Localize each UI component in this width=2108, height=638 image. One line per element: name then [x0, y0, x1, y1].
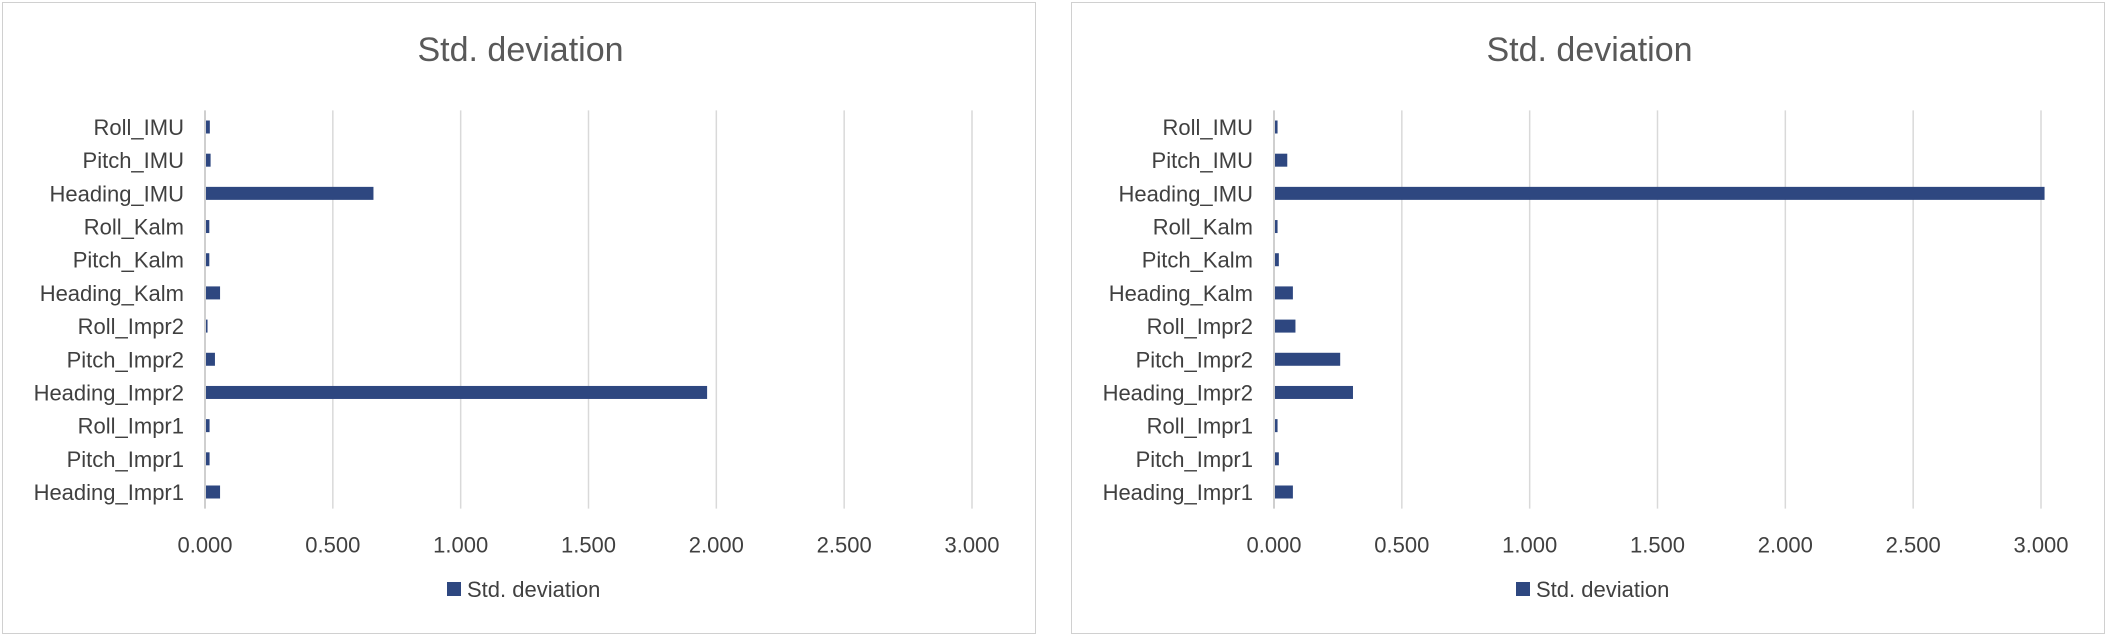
category-label: Pitch_Impr2: [67, 347, 184, 372]
x-tick-label: 2.500: [1886, 533, 1941, 558]
chart-title: Std. deviation: [417, 31, 623, 69]
category-label: Heading_IMU: [1118, 181, 1253, 206]
category-label: Pitch_Kalm: [73, 248, 184, 273]
legend-swatch: [447, 582, 461, 596]
bar: [1275, 186, 2045, 200]
x-tick-label: 1.000: [433, 533, 488, 558]
bar: [206, 385, 708, 399]
bar: [206, 153, 211, 167]
x-tick-label: 0.500: [1374, 533, 1429, 558]
bar: [1275, 153, 1288, 167]
category-label: Pitch_Kalm: [1142, 248, 1253, 273]
category-label: Roll_Kalm: [84, 215, 184, 240]
bar-chart-right: Std. deviation 0.000 0.500 1.000 1.500 2.000 2…: [1103, 31, 2069, 602]
category-label: Pitch_IMU: [1152, 148, 1253, 173]
bar: [1275, 419, 1278, 433]
legend-swatch: [1516, 582, 1530, 596]
bar: [206, 253, 210, 267]
category-label: Pitch_IMU: [83, 148, 184, 173]
bar: [1275, 452, 1279, 466]
bar: [206, 186, 374, 200]
bar-chart-left: Std. deviation 0.000 0.500 1.000 1.500 2.000 2…: [34, 31, 1000, 602]
category-label: Roll_Impr2: [78, 314, 184, 339]
x-tick-label: 0.500: [305, 533, 360, 558]
bar: [206, 120, 210, 134]
x-tick-label: 3.000: [944, 533, 999, 558]
category-label: Roll_Kalm: [1153, 215, 1253, 240]
chart-panel-left: Std. deviation 0.000 0.500 1.000 1.500 2.000 2…: [2, 2, 1036, 634]
x-tick-label: 2.000: [1758, 533, 1813, 558]
bar: [206, 220, 210, 234]
bar: [1275, 253, 1279, 267]
bar: [1275, 220, 1278, 234]
category-label: Heading_Impr2: [34, 380, 184, 405]
bar: [1275, 120, 1278, 134]
x-tick-label: 0.000: [1246, 533, 1301, 558]
bar: [1275, 385, 1353, 399]
bar: [206, 485, 221, 499]
x-tick-label: 3.000: [2013, 533, 2068, 558]
category-label: Roll_Impr2: [1147, 314, 1253, 339]
x-tick-label: 1.500: [561, 533, 616, 558]
category-label: Heading_Impr1: [1103, 480, 1253, 505]
chart-title: Std. deviation: [1486, 31, 1692, 69]
x-tick-label: 1.500: [1630, 533, 1685, 558]
bar: [206, 286, 221, 300]
category-label: Roll_Impr1: [78, 414, 184, 439]
bar: [1275, 319, 1296, 333]
category-label: Pitch_Impr1: [67, 447, 184, 472]
legend-label: Std. deviation: [1536, 577, 1669, 602]
category-label: Roll_IMU: [94, 115, 184, 140]
category-label: Heading_Impr1: [34, 480, 184, 505]
category-label: Pitch_Impr1: [1136, 447, 1253, 472]
bar: [206, 452, 210, 466]
bar: [1275, 286, 1293, 300]
x-tick-label: 0.000: [177, 533, 232, 558]
category-label: Roll_Impr1: [1147, 414, 1253, 439]
bar: [1275, 485, 1293, 499]
x-tick-label: 2.000: [689, 533, 744, 558]
bar: [206, 352, 215, 366]
bar: [206, 419, 210, 433]
bar: [1275, 352, 1341, 366]
category-label: Heading_Impr2: [1103, 380, 1253, 405]
category-label: Heading_Kalm: [40, 281, 184, 306]
x-tick-label: 2.500: [817, 533, 872, 558]
category-label: Roll_IMU: [1163, 115, 1253, 140]
bar: [206, 319, 208, 333]
category-label: Heading_Kalm: [1109, 281, 1253, 306]
chart-panel-right: Std. deviation 0.000 0.500 1.000 1.500 2.000 2…: [1071, 2, 2105, 634]
legend-label: Std. deviation: [467, 577, 600, 602]
x-tick-label: 1.000: [1502, 533, 1557, 558]
category-label: Heading_IMU: [49, 181, 184, 206]
category-label: Pitch_Impr2: [1136, 347, 1253, 372]
